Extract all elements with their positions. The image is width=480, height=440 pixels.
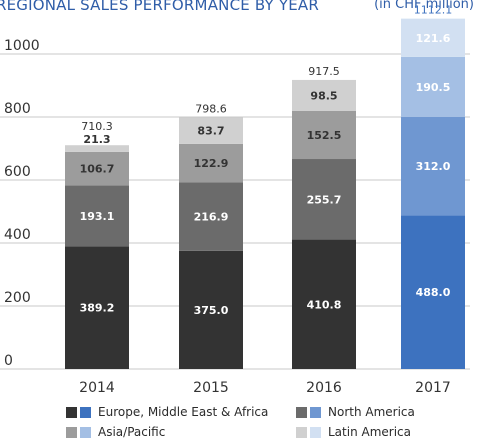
x-tick-label: 2017 (415, 380, 451, 396)
x-tick-label: 2016 (306, 380, 342, 396)
legend-swatch-highlight (310, 406, 321, 418)
chart-title: REGIONAL SALES PERFORMANCE BY YEAR (0, 0, 320, 14)
bar-segment (292, 79, 356, 111)
data-label: 312.0 (416, 160, 451, 173)
y-tick-label: 1000 (4, 38, 40, 54)
bar-segment (65, 185, 129, 247)
data-label: 410.8 (307, 298, 342, 311)
legend-item-latin-america: Latin America (296, 425, 411, 439)
data-label: 106.7 (80, 163, 115, 176)
legend-swatch-past (296, 406, 307, 418)
data-label: 216.9 (194, 211, 229, 224)
data-label: 389.2 (80, 302, 115, 315)
bar-segment (401, 56, 465, 117)
bar-segment (65, 246, 129, 369)
legend-item-north-america: North America (296, 405, 415, 419)
data-label: 193.1 (80, 210, 115, 223)
bar-segment (292, 159, 356, 240)
bar-segment (179, 250, 243, 369)
x-tick-label: 2014 (79, 380, 115, 396)
legend-item-asia-pacific: Asia/Pacific (66, 425, 165, 439)
data-label: 375.0 (194, 304, 229, 317)
bar-segment (179, 143, 243, 183)
legend-swatch-past (296, 426, 307, 438)
legend-item-emea: Europe, Middle East & Africa (66, 405, 268, 419)
bar-segment (401, 116, 465, 216)
total-label: 917.5 (308, 65, 340, 78)
y-tick-label: 200 (4, 290, 31, 306)
legend-swatch-past (66, 426, 77, 438)
legend-label: Europe, Middle East & Africa (98, 405, 269, 419)
data-label: 190.5 (416, 81, 451, 94)
bar-segment (401, 215, 465, 369)
data-label: 98.5 (310, 89, 337, 102)
legend-label: Asia/Pacific (98, 425, 166, 439)
bar-segment (292, 110, 356, 160)
total-label: 1112.1 (414, 4, 453, 17)
y-tick-label: 0 (4, 353, 13, 369)
legend-label: North America (328, 405, 415, 419)
legend-label: Latin America (328, 425, 411, 439)
data-label: 122.9 (194, 157, 229, 170)
y-tick-label: 400 (4, 227, 31, 243)
y-tick-label: 600 (4, 164, 31, 180)
x-tick-label: 2015 (193, 380, 229, 396)
data-label: 83.7 (197, 125, 224, 138)
legend-swatch-highlight (80, 426, 91, 438)
total-label: 710.3 (81, 120, 113, 133)
bar-segment (401, 18, 465, 57)
bar-segment (292, 239, 356, 369)
stacked-bar-chart: 0 200 400 600 800 1000 389.2 193.1 106.7 21.3710.… (0, 4, 470, 396)
bar-segment (65, 151, 129, 186)
total-label: 798.6 (195, 102, 227, 115)
bar-segment (65, 145, 129, 152)
y-tick-label: 800 (4, 101, 31, 117)
data-label: 255.7 (307, 193, 342, 206)
unit-label: (in CHF million) (374, 0, 474, 12)
data-label: 21.3 (83, 133, 110, 146)
legend-swatch-past (66, 406, 77, 418)
legend-swatch-highlight (310, 426, 321, 438)
legend-swatch-highlight (80, 406, 91, 418)
data-label: 152.5 (307, 129, 342, 142)
bar-segment (179, 117, 243, 144)
data-label: 121.6 (416, 32, 451, 45)
bar-segment (179, 182, 243, 251)
data-label: 488.0 (416, 286, 451, 299)
